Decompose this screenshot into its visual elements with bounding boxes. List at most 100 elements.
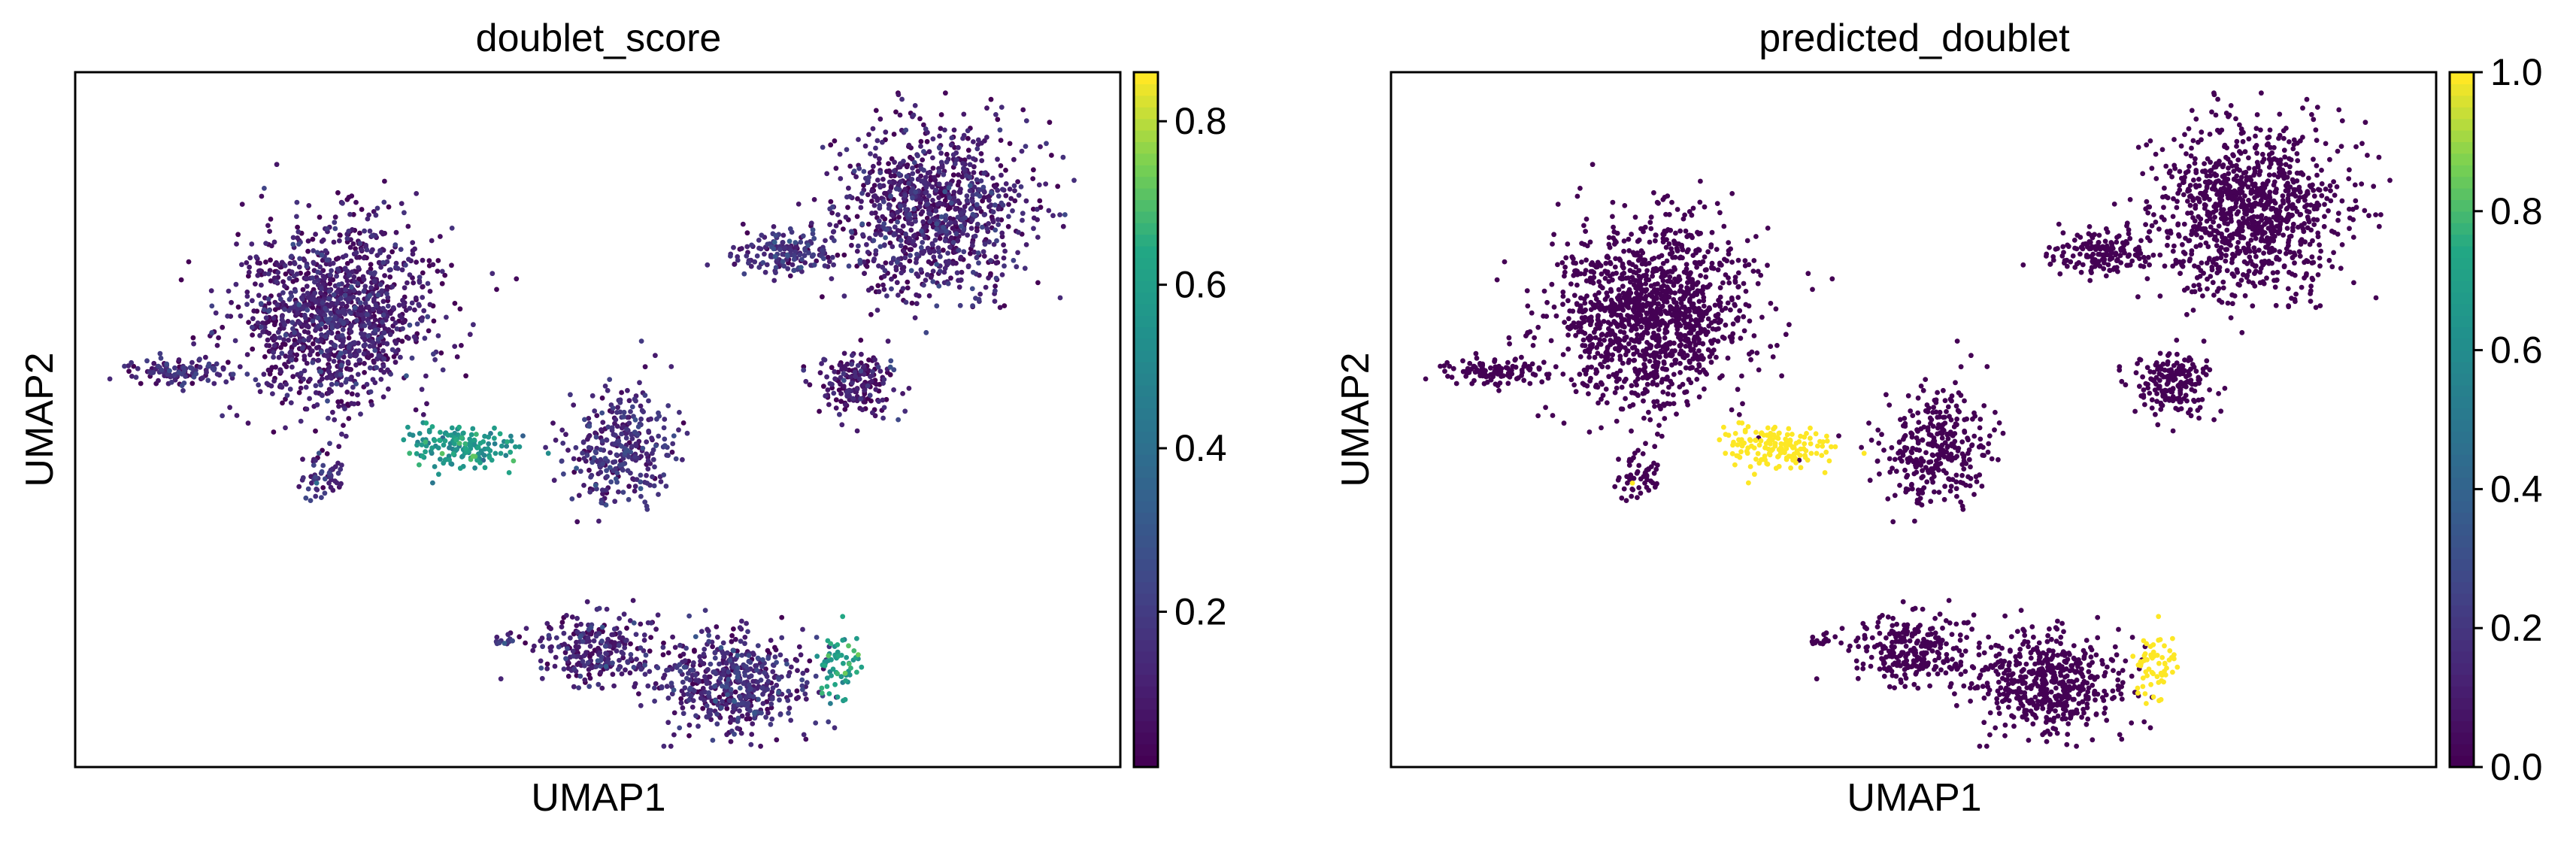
colorbar-segment bbox=[1134, 523, 1158, 536]
scatter-point bbox=[319, 238, 325, 244]
scatter-point bbox=[633, 632, 639, 637]
scatter-point bbox=[760, 259, 766, 265]
scatter-point bbox=[880, 177, 886, 182]
scatter-point bbox=[313, 428, 318, 434]
scatter-point bbox=[346, 416, 352, 421]
scatter-point bbox=[346, 344, 352, 350]
scatter-point bbox=[320, 274, 326, 279]
scatter-point bbox=[204, 369, 209, 375]
scatter-point bbox=[1741, 328, 1747, 334]
scatter-point bbox=[849, 362, 855, 367]
colorbar-segment bbox=[1134, 199, 1158, 212]
scatter-point bbox=[398, 354, 403, 360]
scatter-point bbox=[2207, 132, 2213, 137]
scatter-point bbox=[880, 282, 886, 288]
scatter-point bbox=[735, 257, 741, 263]
scatter-point bbox=[620, 655, 626, 661]
scatter-point bbox=[744, 716, 750, 722]
scatter-point bbox=[399, 267, 405, 273]
scatter-point bbox=[626, 420, 632, 426]
scatter-point bbox=[570, 648, 576, 654]
scatter-point bbox=[877, 244, 883, 250]
scatter-point bbox=[655, 665, 661, 671]
scatter-point bbox=[320, 485, 326, 490]
scatter-point bbox=[638, 403, 644, 409]
scatter-point bbox=[289, 320, 295, 326]
scatter-point bbox=[842, 670, 848, 676]
scatter-point bbox=[918, 144, 923, 149]
scatter-point bbox=[258, 301, 264, 306]
scatter-point bbox=[780, 240, 786, 245]
scatter-point bbox=[543, 444, 548, 450]
scatter-point bbox=[368, 389, 374, 395]
scatter-point bbox=[918, 138, 924, 144]
scatter-point bbox=[323, 287, 328, 293]
scatter-point bbox=[686, 733, 692, 738]
scatter-point bbox=[668, 364, 674, 369]
scatter-point bbox=[548, 626, 553, 632]
scatter-point bbox=[350, 294, 356, 300]
scatter-point bbox=[777, 652, 783, 658]
scatter-point bbox=[644, 472, 649, 478]
scatter-point bbox=[632, 429, 638, 435]
scatter-point bbox=[2187, 183, 2193, 188]
scatter-point bbox=[296, 264, 302, 270]
scatter-point bbox=[962, 215, 968, 220]
scatter-point bbox=[420, 453, 425, 459]
scatter-point bbox=[326, 415, 331, 421]
scatter-point bbox=[603, 487, 609, 493]
scatter-point bbox=[324, 257, 330, 263]
scatter-point bbox=[612, 499, 618, 505]
scatter-point bbox=[261, 371, 267, 378]
scatter-point bbox=[282, 263, 288, 268]
scatter-point bbox=[372, 327, 378, 333]
scatter-point bbox=[315, 315, 321, 321]
scatter-point bbox=[2174, 338, 2180, 343]
scatter-point bbox=[868, 374, 873, 380]
scatter-point bbox=[981, 212, 987, 217]
scatter-point bbox=[945, 280, 951, 287]
scatter-point bbox=[2157, 252, 2163, 258]
scatter-point bbox=[265, 223, 271, 229]
scatter-point bbox=[559, 427, 565, 433]
scatter-point bbox=[861, 363, 867, 369]
scatter-point bbox=[190, 335, 196, 341]
scatter-point bbox=[934, 226, 940, 232]
scatter-point bbox=[862, 271, 867, 276]
scatter-point bbox=[831, 229, 837, 235]
scatter-point bbox=[799, 677, 805, 683]
scatter-point bbox=[1962, 648, 1968, 654]
scatter-point bbox=[1940, 625, 1945, 631]
scatter-point bbox=[656, 433, 662, 439]
scatter-point bbox=[644, 439, 650, 444]
scatter-point bbox=[627, 618, 633, 623]
scatter-point bbox=[312, 279, 317, 285]
scatter-point bbox=[467, 332, 473, 338]
scatter-point bbox=[984, 226, 990, 232]
scatter-point bbox=[979, 158, 985, 164]
scatter-point bbox=[706, 690, 712, 696]
scatter-point bbox=[351, 288, 357, 293]
scatter-point bbox=[505, 439, 510, 444]
scatter-point bbox=[172, 377, 178, 383]
scatter-point bbox=[1551, 232, 1557, 238]
scatter-point bbox=[1037, 198, 1043, 204]
scatter-point bbox=[1838, 640, 1844, 646]
scatter-point bbox=[313, 383, 319, 389]
scatter-point bbox=[277, 335, 283, 341]
scatter-point bbox=[544, 661, 550, 667]
scatter-point bbox=[662, 436, 668, 442]
scatter-point bbox=[900, 391, 905, 396]
scatter-point bbox=[864, 241, 869, 247]
scatter-point bbox=[860, 232, 865, 238]
scatter-point bbox=[717, 714, 723, 720]
scatter-point bbox=[644, 481, 650, 486]
scatter-point bbox=[598, 669, 604, 675]
scatter-point bbox=[314, 481, 320, 486]
scatter-point bbox=[1036, 182, 1042, 188]
scatter-point bbox=[861, 371, 867, 377]
scatter-point bbox=[739, 713, 745, 719]
scatter-point bbox=[602, 384, 608, 389]
scatter-point bbox=[779, 635, 785, 641]
scatter-point bbox=[432, 438, 438, 444]
